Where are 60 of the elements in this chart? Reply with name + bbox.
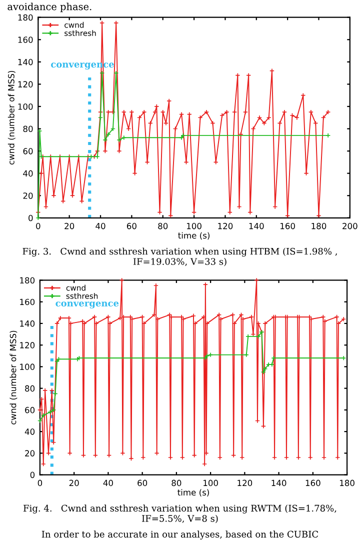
- x-tick-label: 100: [187, 222, 202, 230]
- x-tick-label: 40: [103, 480, 113, 486]
- point: [94, 154, 100, 160]
- x-tick-label: 0: [38, 480, 42, 486]
- y-tick-label: 20: [25, 450, 35, 456]
- x-tick-label: 180: [312, 222, 326, 230]
- x-tick-label: 80: [172, 480, 182, 486]
- point: [37, 128, 42, 134]
- y-tick-label: 140: [18, 58, 33, 66]
- y-axis-title: cwnd (number of MSS): [8, 70, 16, 165]
- x-tick-label: 0: [36, 222, 40, 230]
- y-tick-label: 180: [18, 14, 33, 21]
- x-tick-label: 160: [306, 480, 320, 486]
- y-tick-label: 0: [30, 472, 35, 478]
- x-tick-label: 60: [126, 222, 136, 230]
- x-tick-label: 120: [218, 222, 233, 230]
- x-tick-label: 80: [158, 222, 168, 230]
- y-tick-label: 120: [20, 342, 35, 348]
- x-tick-label: 200: [342, 222, 358, 230]
- y-tick-label: 80: [23, 126, 33, 132]
- y-tick-label: 80: [25, 385, 35, 392]
- y-tick-label: 60: [23, 148, 33, 154]
- y-tick-label: 180: [20, 277, 35, 284]
- caption: Fig. 3. Cwnd and ssthresh variation when using HTBM (IS=1.98% , IF=19.03%, V=33 s): [22, 248, 337, 266]
- y-tick-label: 140: [20, 320, 35, 327]
- x-tick-label: 20: [64, 222, 74, 230]
- ref-line-label: convergence: [56, 302, 119, 308]
- y-tick-label: 160: [18, 36, 33, 43]
- x-tick-label: 20: [69, 480, 79, 486]
- x-tick-label: 180: [340, 480, 354, 486]
- x-axis-title: time (s): [178, 489, 209, 497]
- text: avoidance phase.: [8, 2, 92, 12]
- y-tick-label: 20: [23, 192, 33, 199]
- y-tick-label: 0: [28, 214, 33, 222]
- point: [51, 407, 56, 412]
- point: [40, 412, 46, 418]
- x-tick-label: 160: [280, 222, 295, 230]
- point: [260, 370, 266, 375]
- x-tick-label: 100: [204, 480, 218, 486]
- x-axis-title: time (s): [178, 232, 210, 240]
- x-tick-label: 60: [138, 480, 148, 486]
- y-tick-label: 120: [18, 81, 33, 88]
- x-tick-label: 140: [272, 480, 286, 486]
- y-tick-label: 40: [23, 170, 33, 177]
- point: [180, 132, 186, 138]
- y-axis-title: cwnd (number of MSS): [10, 330, 18, 424]
- y-tick-label: 160: [20, 298, 35, 306]
- y-tick-label: 100: [20, 364, 35, 370]
- y-tick-label: 40: [24, 428, 35, 435]
- point: [204, 353, 210, 358]
- point: [98, 115, 104, 120]
- x-tick-label: 40: [96, 222, 106, 230]
- x-tick-label: 140: [249, 222, 264, 230]
- y-tick-label: 100: [18, 103, 33, 110]
- y-tick-label: 60: [25, 406, 35, 414]
- caption: Fig. 4. Cwnd and ssthresh variation when using RWTM (IS=1.78%, IF=5.5%, V=8 s): [24, 504, 336, 524]
- text: In order to be accurate in our analyses, based on the CUBIC: [42, 530, 318, 540]
- point: [88, 154, 94, 160]
- x-tick-label: 120: [238, 480, 252, 486]
- point: [246, 334, 251, 339]
